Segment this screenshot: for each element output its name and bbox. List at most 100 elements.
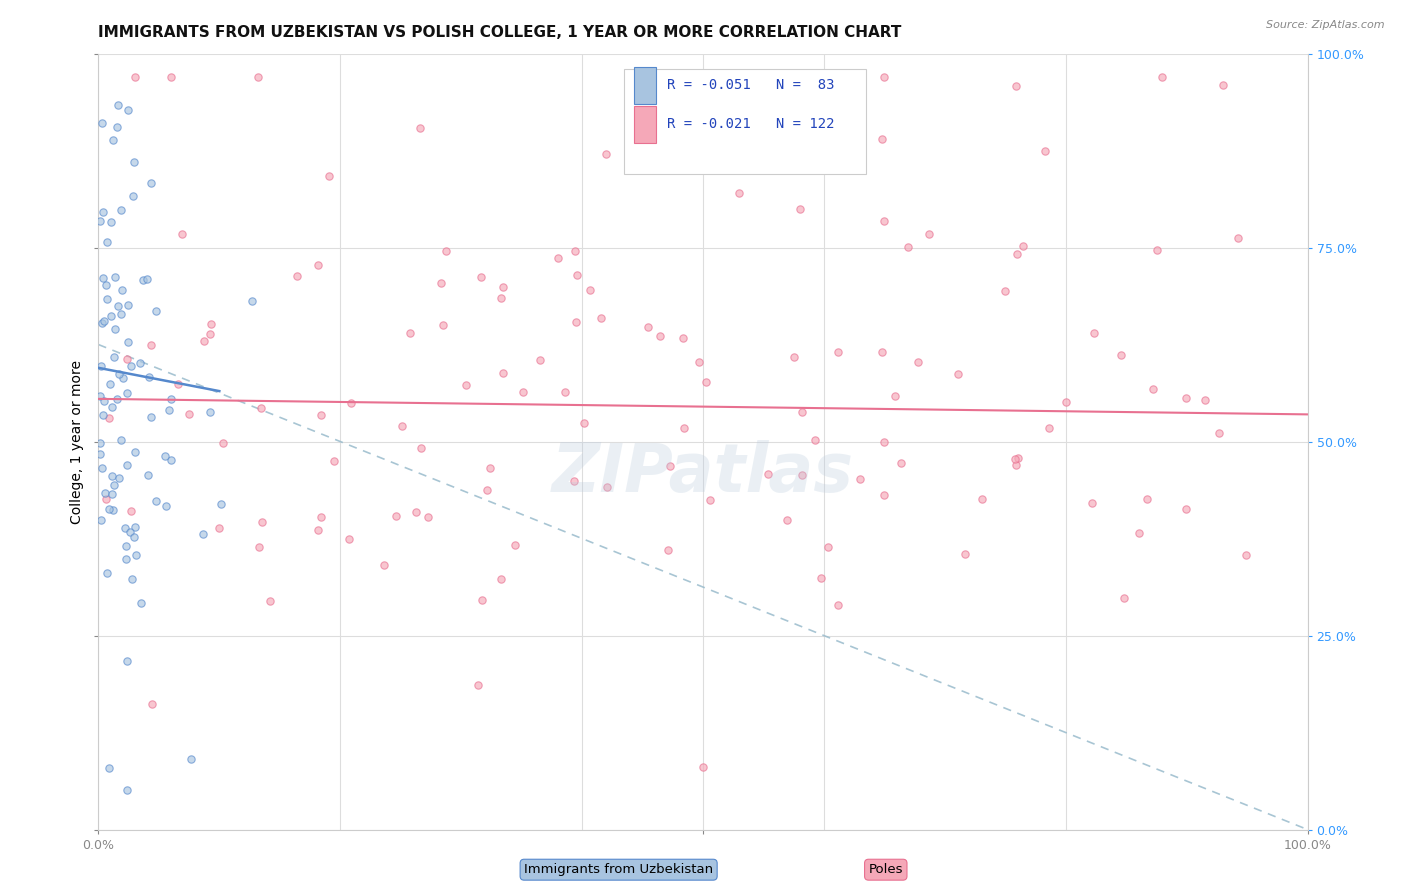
Point (659, 458, 682, 473)
Point (554, 384, 576, 399)
Point (1226, 230, 1249, 244)
Point (373, 558, 395, 572)
Point (323, 454, 346, 468)
Point (136, 272, 159, 286)
Point (827, 345, 849, 359)
Point (101, 503, 124, 517)
Point (104, 270, 127, 285)
Point (145, 493, 167, 508)
Point (564, 244, 586, 258)
Point (110, 203, 132, 218)
Point (492, 366, 515, 380)
Point (207, 521, 229, 535)
Point (1054, 395, 1077, 409)
Point (104, 322, 127, 336)
Point (1109, 348, 1132, 362)
Point (595, 147, 617, 161)
Point (1007, 450, 1029, 465)
Point (1175, 392, 1198, 406)
Point (817, 540, 839, 554)
Text: Immigrants from Uzbekistan: Immigrants from Uzbekistan (524, 863, 713, 876)
Point (564, 315, 586, 329)
Point (789, 202, 811, 217)
Point (430, 277, 453, 291)
Point (405, 505, 427, 519)
Point (1081, 495, 1104, 509)
Point (699, 493, 721, 508)
Point (307, 258, 329, 272)
Point (1146, 244, 1168, 258)
Point (250, 401, 273, 415)
Point (758, 467, 780, 482)
Point (193, 334, 215, 349)
Point (247, 70, 270, 84)
Point (454, 377, 477, 392)
Point (1208, 425, 1230, 440)
Point (122, 530, 145, 544)
Point (108, 368, 131, 382)
Point (111, 370, 134, 384)
Point (117, 103, 139, 117)
Point (259, 594, 281, 608)
Point (96, 566, 118, 581)
Point (1128, 526, 1150, 541)
Point (122, 189, 145, 203)
Point (100, 310, 122, 324)
Point (121, 572, 143, 586)
Point (994, 285, 1017, 299)
Point (91, 271, 114, 285)
Point (94, 277, 117, 292)
Point (1136, 491, 1159, 506)
Point (648, 329, 671, 343)
Point (873, 487, 896, 501)
Point (790, 468, 813, 483)
Point (1114, 591, 1136, 605)
Point (572, 416, 595, 430)
Point (108, 471, 131, 485)
FancyBboxPatch shape (624, 69, 866, 174)
Point (1005, 247, 1028, 261)
Point (692, 760, 714, 774)
Point (124, 520, 146, 534)
Point (101, 487, 124, 501)
Point (200, 317, 222, 331)
Point (1004, 451, 1026, 466)
Point (409, 442, 432, 456)
Text: ZIPatlas: ZIPatlas (553, 440, 853, 506)
FancyBboxPatch shape (634, 105, 655, 143)
Point (432, 318, 454, 332)
Point (141, 176, 163, 190)
Point (115, 539, 138, 553)
Point (115, 552, 138, 566)
Point (1004, 458, 1026, 472)
Point (160, 392, 183, 407)
Point (672, 331, 695, 345)
Point (728, 186, 751, 201)
Point (1005, 78, 1028, 93)
Point (890, 456, 912, 470)
Point (250, 515, 273, 529)
Point (1083, 326, 1105, 340)
Point (120, 504, 142, 518)
Point (101, 469, 124, 483)
Point (309, 510, 332, 524)
Point (478, 460, 501, 475)
Point (120, 525, 142, 540)
Point (117, 298, 139, 312)
Point (492, 280, 515, 294)
Point (89, 214, 111, 228)
Point (1035, 144, 1057, 158)
Point (953, 547, 976, 561)
Point (1212, 78, 1234, 92)
Point (103, 350, 125, 364)
Point (124, 70, 146, 84)
Point (918, 227, 941, 242)
Point (1142, 382, 1164, 396)
Text: Poles: Poles (869, 863, 903, 876)
Point (385, 509, 408, 524)
Point (1194, 393, 1216, 408)
Point (107, 299, 129, 313)
Point (637, 319, 659, 334)
FancyBboxPatch shape (634, 67, 655, 104)
Point (132, 273, 155, 287)
